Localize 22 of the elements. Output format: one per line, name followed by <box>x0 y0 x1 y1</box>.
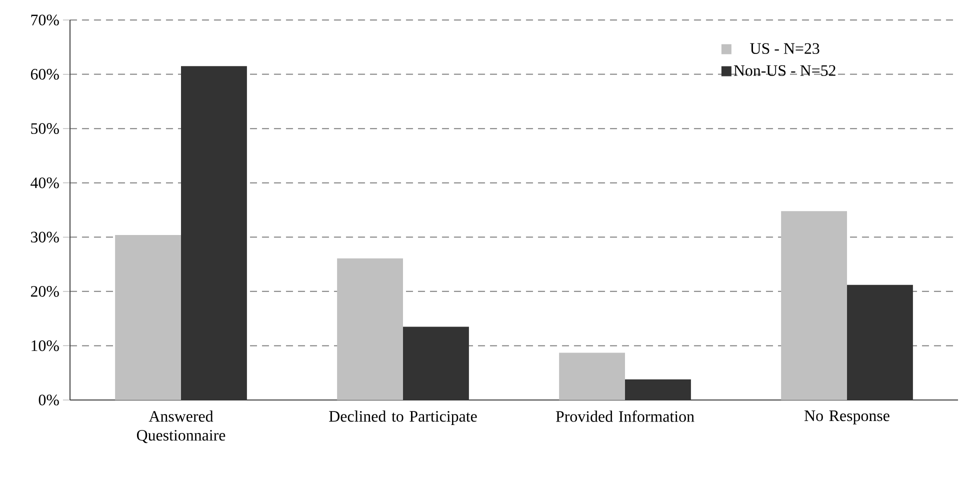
y-tick-label: 70% <box>31 14 59 26</box>
legend-label: Non-US - N=52 <box>734 65 836 76</box>
bar <box>181 66 247 400</box>
bar <box>847 284 913 400</box>
y-tick-label: 0% <box>38 394 59 406</box>
y-tick-label: 50% <box>31 123 59 134</box>
bar <box>115 234 181 400</box>
x-tick-label: Declined to Participate <box>329 410 477 425</box>
y-tick-label: 40% <box>30 177 59 188</box>
y-tick-label: 60% <box>30 68 59 80</box>
bar <box>403 326 469 400</box>
bar <box>625 379 691 400</box>
bar <box>337 258 404 400</box>
x-tick-label: Answered Questionnaire <box>136 410 226 444</box>
y-tick-label: 20% <box>30 286 59 297</box>
y-tick-label: 30% <box>31 232 59 243</box>
x-tick-label: Provided Information <box>556 410 694 422</box>
legend-label: US - N=23 <box>750 43 820 54</box>
y-tick-label: 10% <box>32 340 59 352</box>
bar <box>781 211 848 400</box>
x-tick-label: No Response <box>804 410 890 424</box>
bar <box>559 352 626 400</box>
